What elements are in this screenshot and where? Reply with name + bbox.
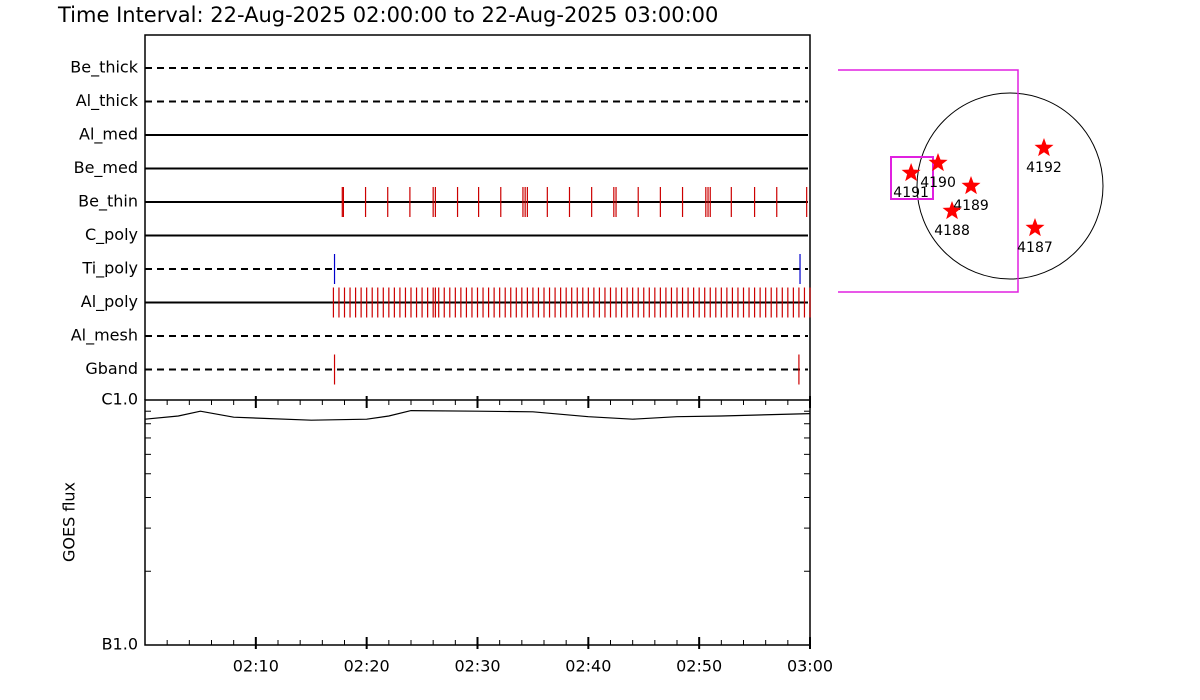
- region-star: [901, 163, 921, 182]
- row-label: Al_thick: [76, 91, 139, 111]
- row-label: Be_thin: [78, 192, 138, 212]
- row-label: C_poly: [85, 225, 138, 245]
- row-label: Be_med: [74, 158, 138, 178]
- row-label: Be_thick: [70, 58, 138, 78]
- region-label: 4188: [934, 223, 970, 239]
- solar-disk: [916, 92, 1104, 280]
- region-label: 4189: [953, 198, 989, 214]
- y-tick-label: C1.0: [101, 390, 138, 409]
- row-label: Al_med: [79, 125, 138, 145]
- region-star: [961, 176, 981, 195]
- x-tick-label: 02:10: [233, 657, 279, 676]
- region-label: 4190: [920, 175, 956, 191]
- panel-frame: [144, 34, 811, 400]
- region-star: [942, 201, 962, 220]
- region-label: 4192: [1026, 160, 1062, 176]
- region-label: 4191: [893, 185, 929, 201]
- y-tick-label: B1.0: [102, 635, 138, 654]
- x-tick-label: 02:30: [454, 657, 500, 676]
- chart-title: Time Interval: 22-Aug-2025 02:00:00 to 2…: [57, 3, 718, 27]
- row-label: Al_mesh: [71, 326, 138, 346]
- goes-curve: [144, 409, 811, 421]
- x-tick-label: 03:00: [787, 657, 833, 676]
- plot-frame: [144, 399, 811, 646]
- region-star: [1025, 218, 1045, 237]
- row-label: Al_poly: [81, 292, 138, 312]
- fov-box: [838, 69, 1019, 293]
- y-axis-label: GOES flux: [60, 482, 79, 562]
- region-star: [928, 153, 948, 172]
- fov-small: [890, 156, 934, 200]
- x-tick-label: 02:20: [344, 657, 390, 676]
- x-tick-label: 02:50: [676, 657, 722, 676]
- row-label: Gband: [85, 359, 138, 378]
- x-tick-label: 02:40: [565, 657, 611, 676]
- region-label: 4187: [1017, 240, 1053, 256]
- region-star: [1034, 138, 1054, 157]
- row-label: Ti_poly: [81, 259, 138, 279]
